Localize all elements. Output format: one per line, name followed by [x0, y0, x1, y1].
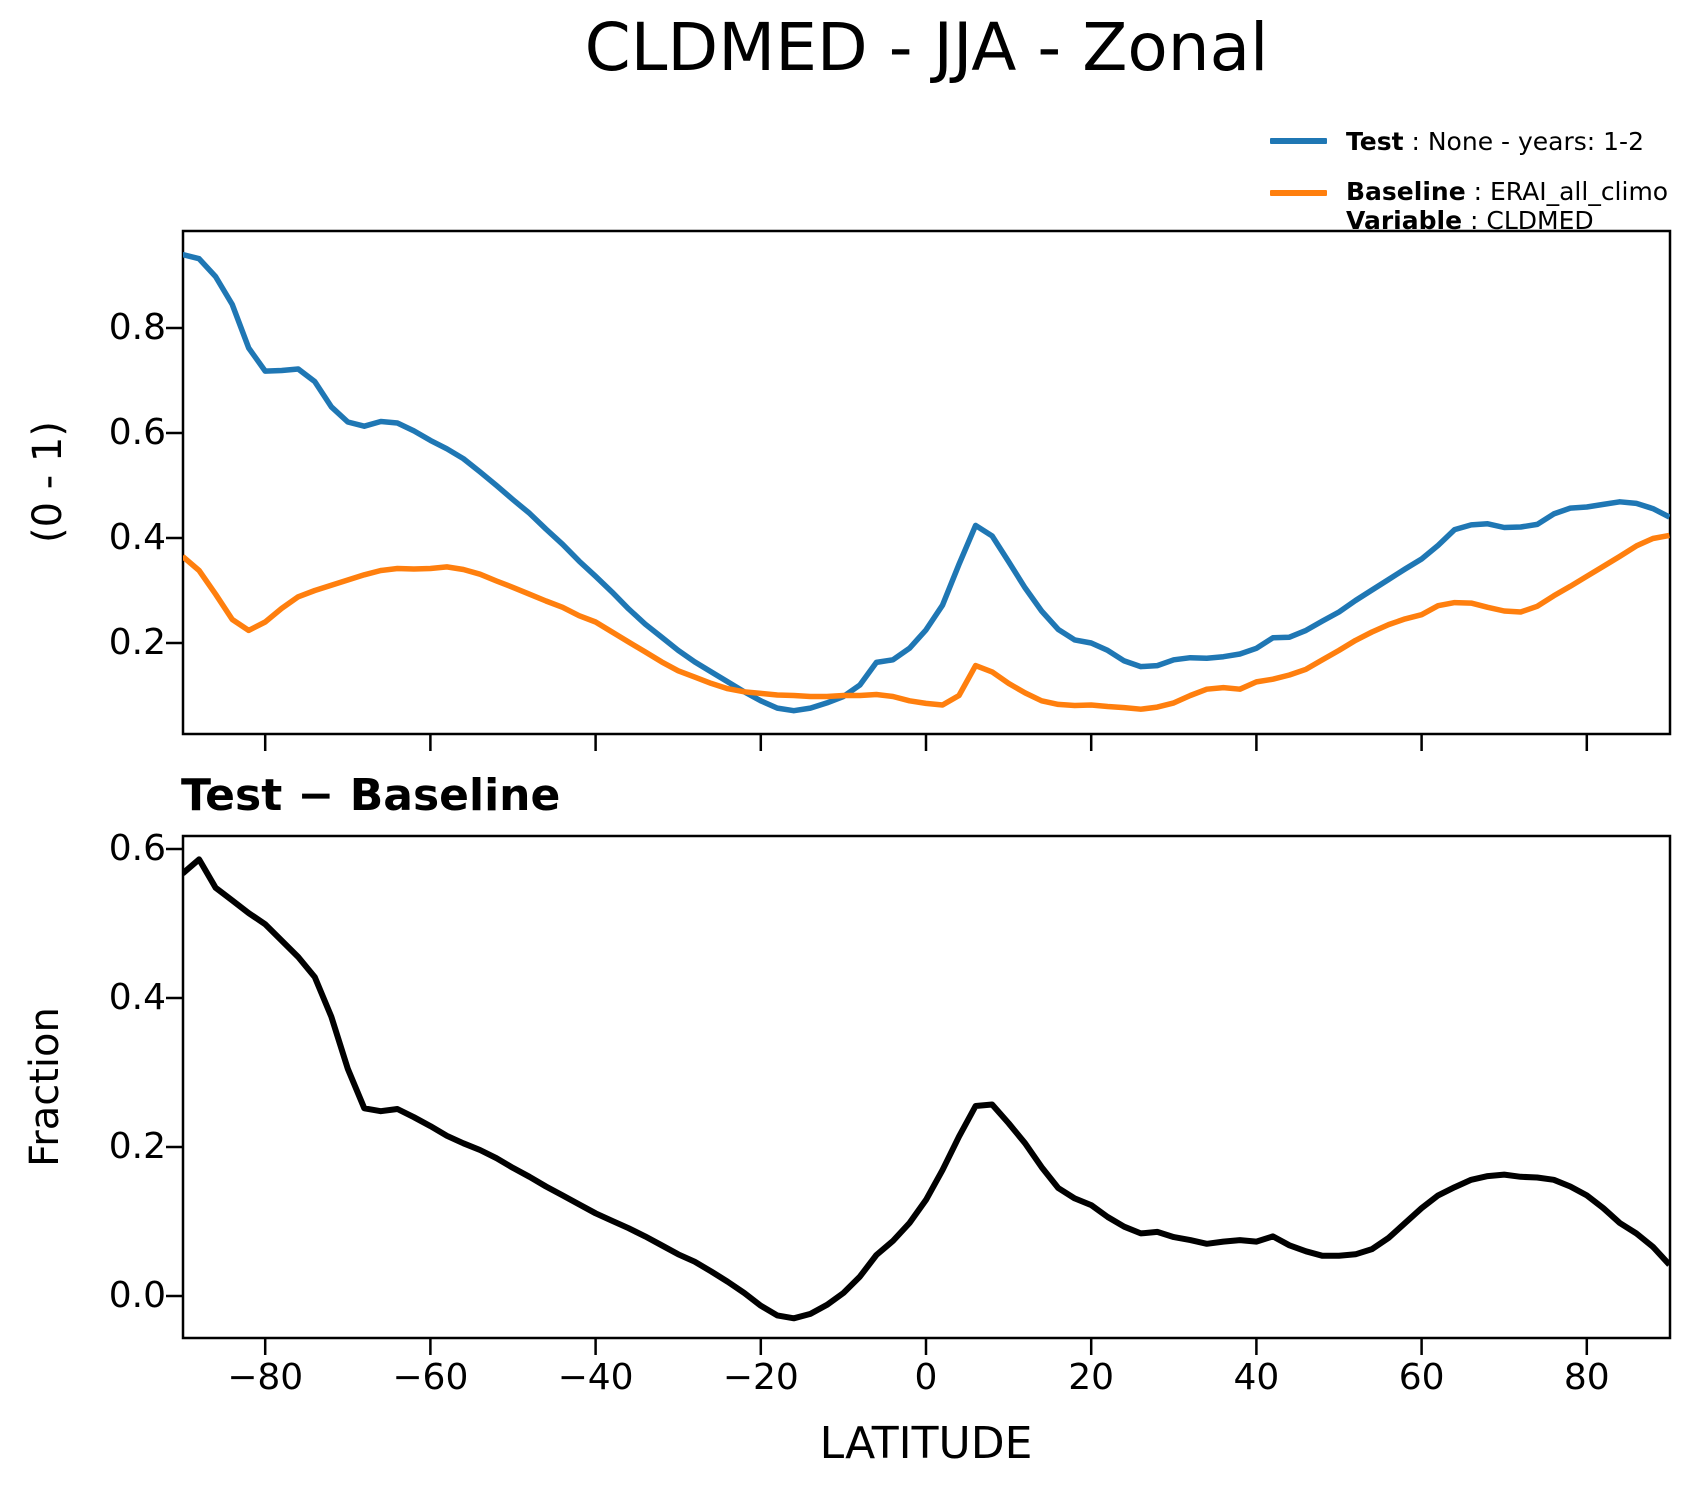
y-tick-label: 0.6	[108, 412, 166, 453]
legend-entry-test: Test : None - years: 1-2	[1346, 127, 1644, 156]
legend-variable-key: Variable	[1346, 206, 1463, 235]
axes-frame	[181, 229, 1672, 736]
x-tick-label: 20	[1068, 1357, 1115, 1398]
x-tick-label: 80	[1563, 1357, 1610, 1398]
x-tick-label: 40	[1233, 1357, 1280, 1398]
legend-test-value: : None - years: 1-2	[1403, 127, 1644, 156]
test-line-swatch	[1270, 138, 1327, 144]
x-tick-label: −80	[227, 1357, 304, 1398]
data-line	[183, 251, 1670, 714]
baseline-line-swatch	[1270, 190, 1327, 196]
x-tick-label: 0	[914, 1357, 938, 1398]
data-line	[183, 856, 1670, 1322]
x-tick-label: −60	[392, 1357, 469, 1398]
page-title: CLDMED - JJA - Zonal	[584, 9, 1269, 86]
y-tick-label: 0.2	[108, 622, 166, 663]
axes-frame	[181, 834, 1672, 1340]
y-tick-label: 0.0	[108, 1275, 166, 1316]
legend-baseline-row: Baseline : ERAI_all_climo	[1346, 177, 1668, 206]
bottom-y-axis-label: Fraction	[22, 1007, 68, 1167]
x-tick-label: −20	[722, 1357, 799, 1398]
legend-baseline-key: Baseline	[1346, 177, 1466, 206]
y-tick-label: 0.4	[108, 977, 166, 1018]
y-tick-label: 0.8	[108, 307, 166, 348]
x-tick-label: 60	[1398, 1357, 1445, 1398]
data-line	[183, 532, 1670, 712]
legend-baseline-value: : ERAI_all_climo	[1465, 177, 1669, 206]
legend-variable-value: : CLDMED	[1462, 206, 1594, 235]
legend-entry-baseline: Baseline : ERAI_all_climo Variable : CLD…	[1346, 177, 1668, 235]
bottom-plot-title: Test − Baseline	[181, 770, 561, 821]
y-tick-label: 0.2	[108, 1126, 166, 1167]
y-tick-label: 0.6	[108, 828, 166, 869]
legend-test-key: Test	[1346, 127, 1404, 156]
y-tick-label: 0.4	[108, 517, 166, 558]
x-axis-label: LATITUDE	[819, 1418, 1033, 1469]
x-tick-label: −40	[557, 1357, 634, 1398]
legend-variable-row: Variable : CLDMED	[1346, 206, 1668, 235]
